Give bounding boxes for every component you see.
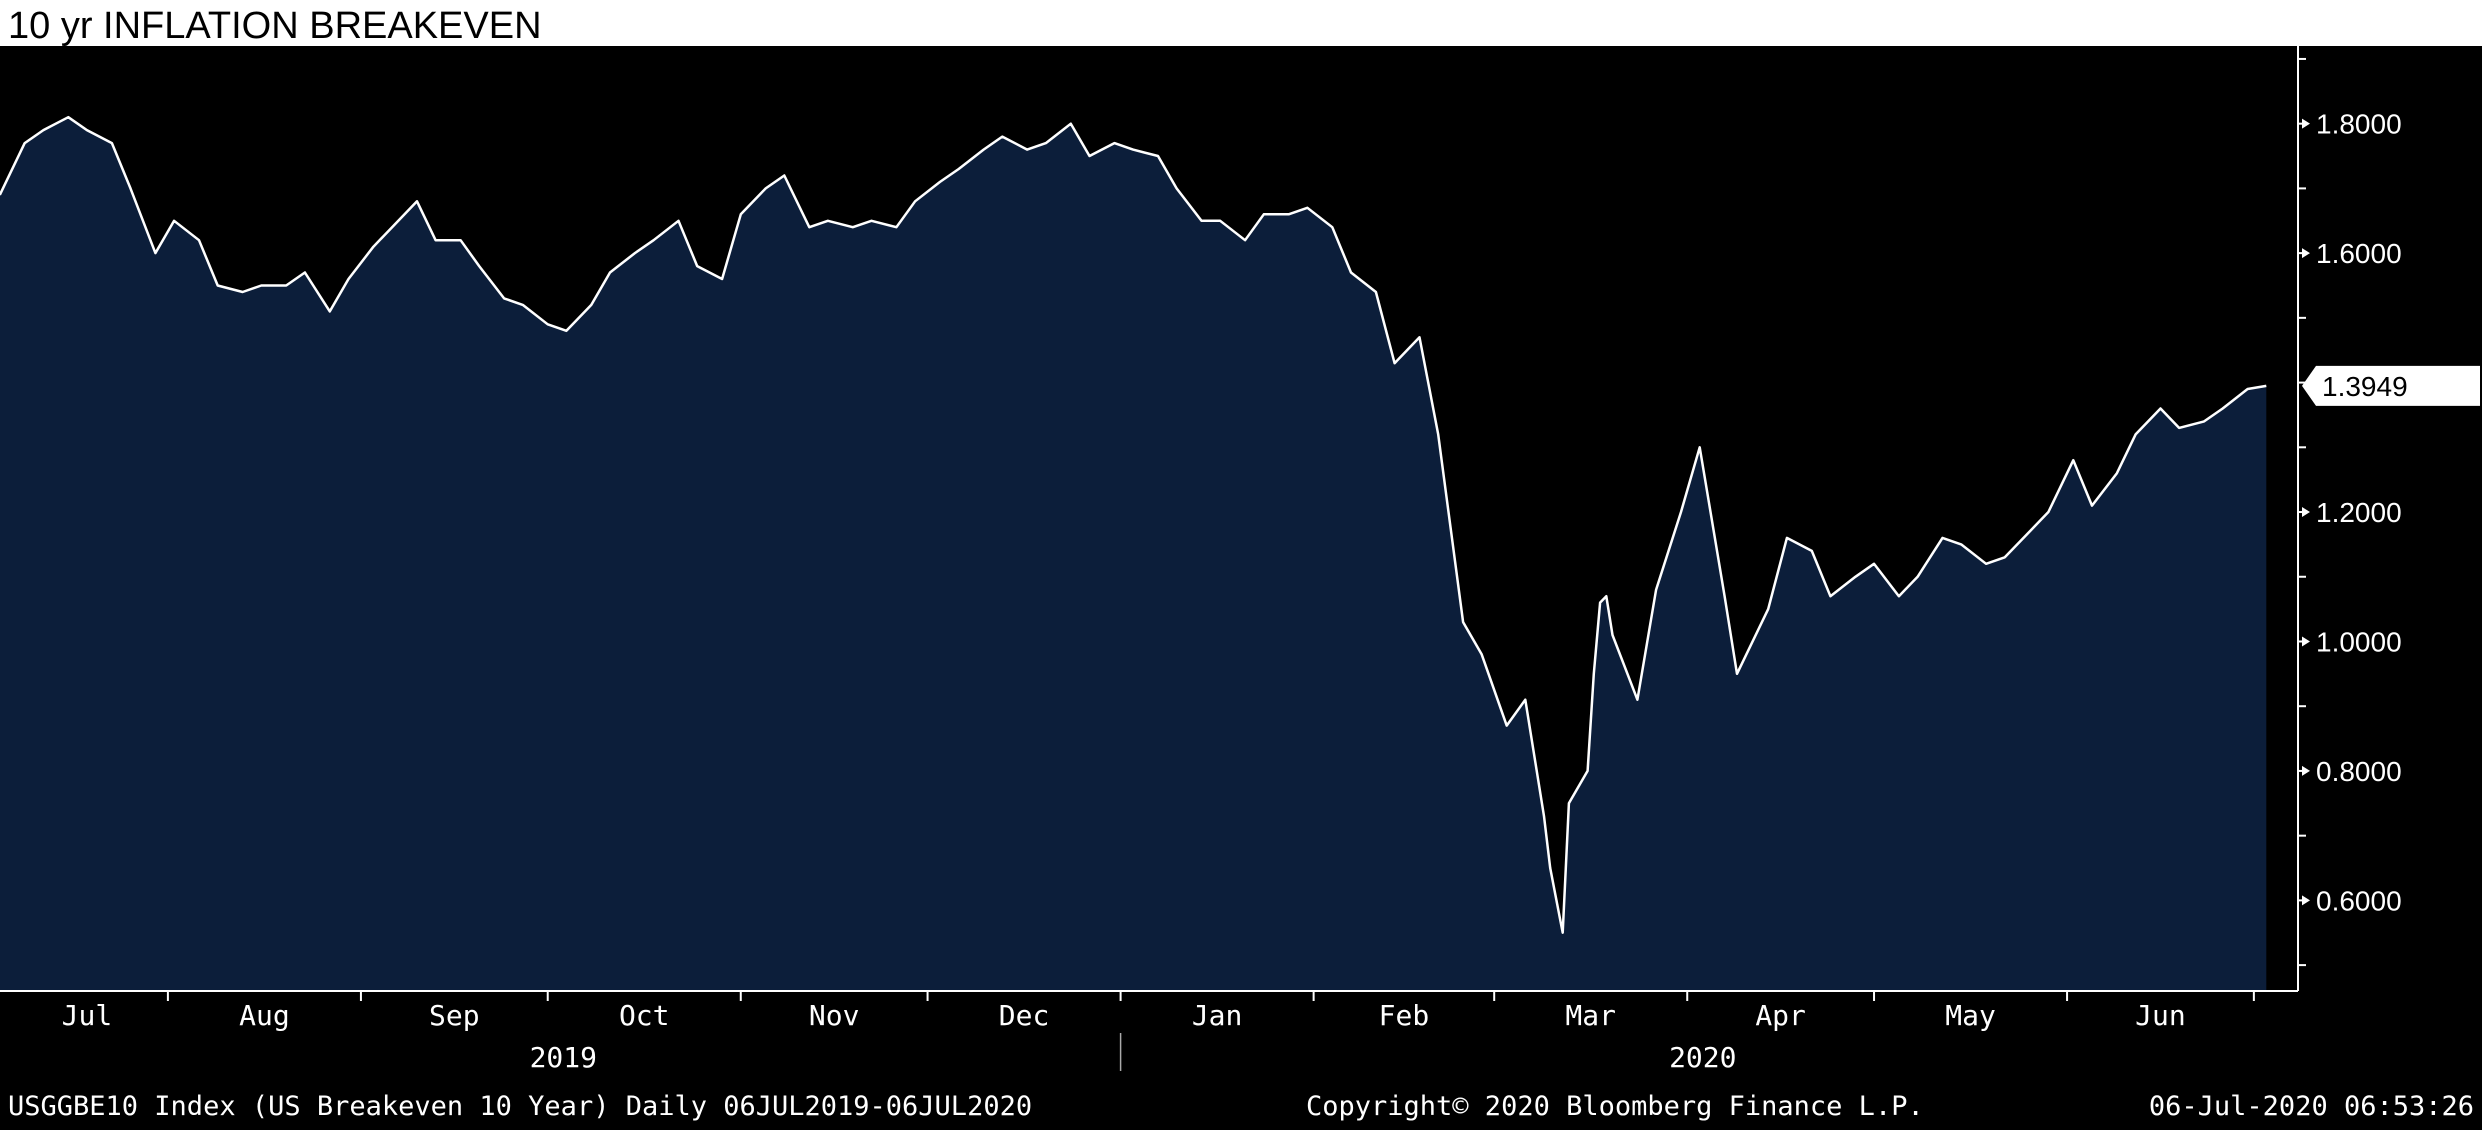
y-tick-marker [2302,118,2310,129]
last-value-label: 1.3949 [2322,371,2408,402]
chart-title: 10 yr INFLATION BREAKEVEN [8,5,542,47]
y-tick-marker [2302,895,2310,906]
y-tick-label: 1.8000 [2316,109,2402,140]
y-tick-marker [2302,636,2310,647]
x-month-label: Feb [1379,999,1430,1032]
series-area [0,117,2267,991]
y-tick-label: 0.6000 [2316,885,2402,916]
footer-ticker-info: USGGBE10 Index (US Breakeven 10 Year) Da… [8,1091,1032,1122]
last-value-box [2302,365,2480,406]
y-tick-label: 0.8000 [2316,756,2402,787]
footer-copyright: Copyright© 2020 Bloomberg Finance L.P. [1306,1091,1924,1122]
y-tick-label: 1.6000 [2316,238,2402,269]
x-year-label: 2019 [530,1041,597,1074]
x-year-label: 2020 [1669,1041,1736,1074]
y-tick-marker [2302,507,2310,518]
x-month-label: Dec [999,999,1050,1032]
x-month-label: May [1945,999,1996,1032]
x-month-label: Jun [2135,999,2186,1032]
x-month-label: Sep [429,999,480,1032]
y-tick-marker [2302,765,2310,776]
x-month-label: Jul [62,999,113,1032]
x-month-label: Nov [809,999,860,1032]
breakeven-chart: 1.8000 1.6000 1.2000 1.0000 0.8000 0.6000 1.39… [0,46,2482,1122]
y-tick-label: 1.0000 [2316,626,2402,657]
y-tick-marker [2302,248,2310,259]
series-line [0,115,2267,934]
footer-timestamp: 06-Jul-2020 06:53:26 [2149,1091,2474,1122]
x-month-label: Oct [619,999,670,1032]
x-month-label: Jan [1192,999,1243,1032]
chart-area: 1.8000 1.6000 1.2000 1.0000 0.8000 0.6000 1.39… [0,46,2482,1130]
y-tick-label: 1.2000 [2316,497,2402,528]
x-month-label: Mar [1565,999,1616,1032]
x-month-label: Apr [1755,999,1806,1032]
x-month-label: Aug [239,999,290,1032]
